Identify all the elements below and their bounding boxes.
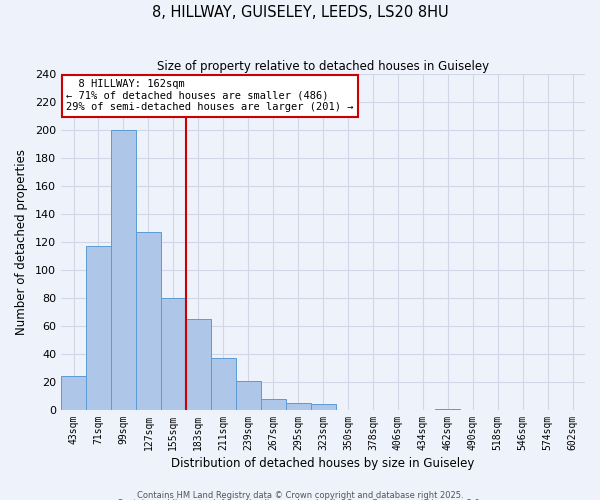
Text: Contains HM Land Registry data © Crown copyright and database right 2025.: Contains HM Land Registry data © Crown c… bbox=[137, 490, 463, 500]
Bar bbox=[436, 408, 460, 410]
Bar bbox=[111, 130, 136, 410]
Y-axis label: Number of detached properties: Number of detached properties bbox=[15, 149, 28, 335]
Bar bbox=[286, 403, 311, 410]
Bar bbox=[311, 404, 335, 410]
Bar bbox=[211, 358, 236, 410]
Text: 8, HILLWAY, GUISELEY, LEEDS, LS20 8HU: 8, HILLWAY, GUISELEY, LEEDS, LS20 8HU bbox=[152, 5, 448, 20]
Text: Contains public sector information licensed under the Open Government Licence v3: Contains public sector information licen… bbox=[118, 499, 482, 500]
X-axis label: Distribution of detached houses by size in Guiseley: Distribution of detached houses by size … bbox=[172, 457, 475, 470]
Title: Size of property relative to detached houses in Guiseley: Size of property relative to detached ho… bbox=[157, 60, 489, 73]
Bar bbox=[136, 232, 161, 410]
Bar bbox=[186, 319, 211, 410]
Bar bbox=[86, 246, 111, 410]
Bar bbox=[236, 380, 260, 410]
Text: 8 HILLWAY: 162sqm
← 71% of detached houses are smaller (486)
29% of semi-detache: 8 HILLWAY: 162sqm ← 71% of detached hous… bbox=[66, 79, 354, 112]
Bar bbox=[260, 399, 286, 410]
Bar bbox=[161, 298, 186, 410]
Bar bbox=[61, 376, 86, 410]
